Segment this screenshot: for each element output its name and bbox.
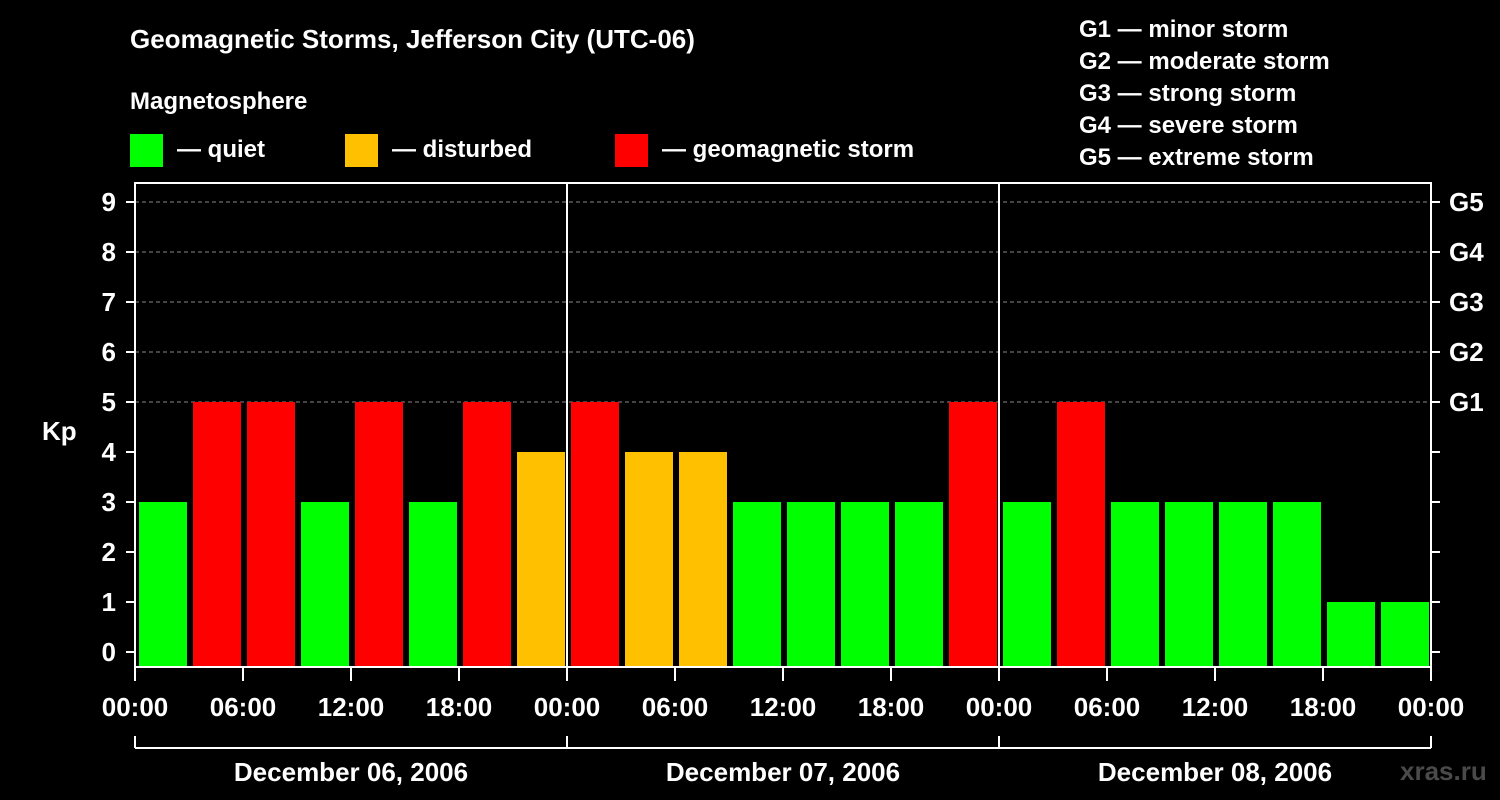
bar-15 [949, 402, 997, 667]
y-tick-label-0: 0 [102, 637, 116, 667]
bar-13 [841, 502, 889, 667]
bar-5 [409, 502, 457, 667]
bar-6 [463, 402, 511, 667]
x-tick-label-0: 00:00 [102, 692, 169, 722]
bar-17 [1057, 402, 1105, 667]
x-tick-label-12: 00:00 [1398, 692, 1465, 722]
x-tick-label-5: 06:00 [642, 692, 709, 722]
day-label-2: December 08, 2006 [1098, 757, 1332, 787]
bar-16 [1003, 502, 1051, 667]
x-tick-label-3: 18:00 [426, 692, 493, 722]
bar-18 [1111, 502, 1159, 667]
y-tick-label-8: 8 [102, 237, 116, 267]
x-tick-label-9: 06:00 [1074, 692, 1141, 722]
legend-swatch-2 [615, 134, 648, 167]
right-tick-label-g3: G3 [1449, 287, 1484, 317]
bar-9 [625, 452, 673, 667]
y-tick-label-5: 5 [102, 387, 116, 417]
bars [139, 402, 1429, 667]
bar-2 [247, 402, 295, 667]
x-tick-label-10: 12:00 [1182, 692, 1249, 722]
day-label-0: December 06, 2006 [234, 757, 468, 787]
right-tick-label-g5: G5 [1449, 187, 1484, 217]
storm-scale-item-2: G3 — strong storm [1079, 80, 1296, 107]
y-tick-label-6: 6 [102, 337, 116, 367]
bar-0 [139, 502, 187, 667]
legend-swatch-0 [130, 134, 163, 167]
y-tick-label-1: 1 [102, 587, 116, 617]
bar-23 [1381, 602, 1429, 667]
x-tick-label-11: 18:00 [1290, 692, 1357, 722]
legend-label-1: — disturbed [392, 136, 532, 163]
y-tick-label-4: 4 [102, 437, 117, 467]
x-tick-label-1: 06:00 [210, 692, 277, 722]
storm-scale-legend: G1 — minor storm G2 — moderate storm G3 — … [1079, 16, 1330, 171]
bar-1 [193, 402, 241, 667]
watermark: xras.ru [1400, 756, 1487, 786]
bar-21 [1273, 502, 1321, 667]
bar-11 [733, 502, 781, 667]
right-tick-label-g4: G4 [1449, 237, 1484, 267]
x-tick-label-2: 12:00 [318, 692, 385, 722]
right-tick-label-g2: G2 [1449, 337, 1484, 367]
grid-lines [135, 201, 1431, 403]
bar-3 [301, 502, 349, 667]
y-tick-label-3: 3 [102, 487, 116, 517]
x-tick-label-7: 18:00 [858, 692, 925, 722]
legend: — quiet — disturbed — geomagnetic storm [130, 134, 914, 167]
bar-12 [787, 502, 835, 667]
chart-title: Geomagnetic Storms, Jefferson City (UTC-… [130, 24, 695, 54]
y-axis-label: Kp [42, 416, 77, 446]
bar-8 [571, 402, 619, 667]
axes: 0 1 2 3 4 5 6 7 8 9 G1 G2 G3 G4 G5 00:00 06:00 12:00 18:00… [102, 182, 1484, 787]
bar-7 [517, 452, 565, 667]
y-tick-label-7: 7 [102, 287, 116, 317]
bar-20 [1219, 502, 1267, 667]
right-tick-label-g1: G1 [1449, 387, 1484, 417]
legend-label-2: — geomagnetic storm [662, 136, 914, 163]
bar-14 [895, 502, 943, 667]
y-tick-label-9: 9 [102, 187, 116, 217]
storm-scale-item-4: G5 — extreme storm [1079, 144, 1314, 171]
y-tick-label-2: 2 [102, 537, 116, 567]
bar-19 [1165, 502, 1213, 667]
day-label-1: December 07, 2006 [666, 757, 900, 787]
x-tick-label-8: 00:00 [966, 692, 1033, 722]
storm-scale-item-0: G1 — minor storm [1079, 16, 1288, 43]
x-tick-label-4: 00:00 [534, 692, 601, 722]
legend-swatch-1 [345, 134, 378, 167]
bar-10 [679, 452, 727, 667]
bar-22 [1327, 602, 1375, 667]
x-tick-label-6: 12:00 [750, 692, 817, 722]
bar-4 [355, 402, 403, 667]
legend-label-0: — quiet [177, 136, 265, 163]
storm-scale-item-3: G4 — severe storm [1079, 112, 1298, 139]
legend-heading: Magnetosphere [130, 88, 307, 115]
storm-scale-item-1: G2 — moderate storm [1079, 48, 1330, 75]
